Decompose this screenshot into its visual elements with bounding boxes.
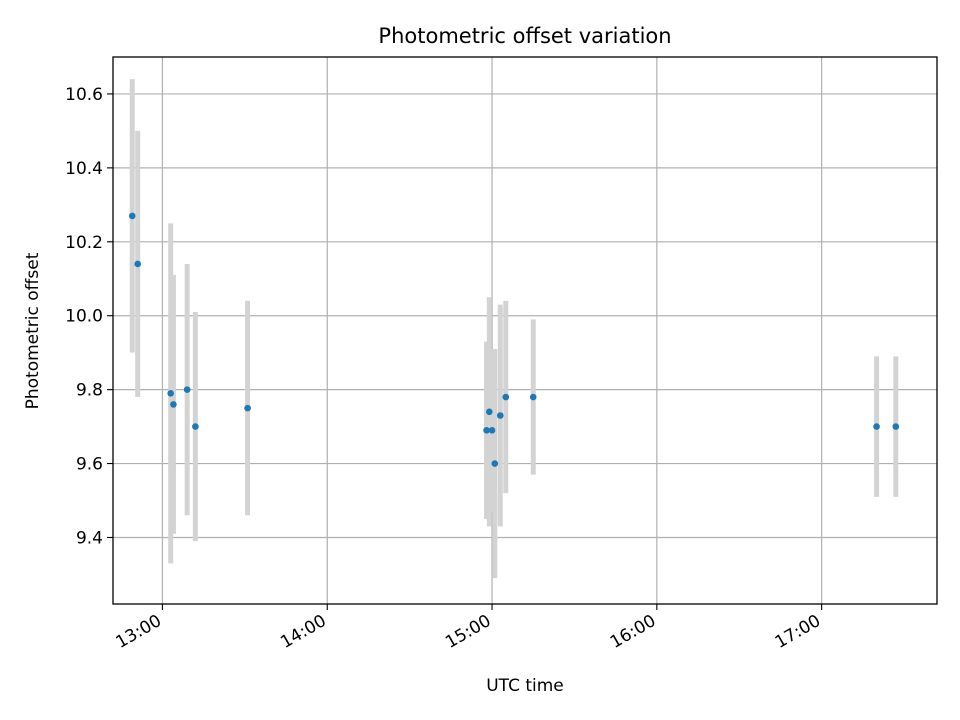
y-tick-label: 10.2 bbox=[65, 233, 103, 253]
plot-frame bbox=[112, 56, 938, 605]
y-tick-label: 9.4 bbox=[76, 528, 103, 548]
x-axis-label: UTC time bbox=[486, 676, 564, 696]
y-tick-label: 10.0 bbox=[65, 307, 103, 327]
grid-layer bbox=[113, 57, 937, 604]
data-point bbox=[167, 390, 174, 397]
data-point bbox=[892, 423, 900, 430]
data-point bbox=[496, 412, 504, 419]
data-point bbox=[485, 408, 493, 416]
data-point bbox=[873, 423, 880, 430]
y-tick-label: 9.8 bbox=[76, 381, 103, 401]
y-tick-label: 10.4 bbox=[65, 159, 103, 179]
chart-title: Photometric offset variation bbox=[378, 24, 671, 48]
data-point bbox=[491, 460, 499, 467]
data-point bbox=[244, 404, 251, 412]
point-layer bbox=[128, 212, 900, 467]
data-point bbox=[488, 426, 496, 434]
y-axis-label: Photometric offset bbox=[23, 252, 43, 409]
data-point bbox=[128, 212, 136, 220]
data-point bbox=[483, 426, 490, 434]
y-tick-label: 10.6 bbox=[65, 85, 103, 105]
data-point bbox=[183, 386, 191, 393]
data-point bbox=[529, 393, 537, 401]
y-tick-label: 9.6 bbox=[76, 455, 103, 475]
data-point bbox=[192, 423, 199, 430]
data-point bbox=[134, 260, 142, 268]
data-point bbox=[502, 393, 510, 401]
data-point bbox=[170, 401, 177, 408]
